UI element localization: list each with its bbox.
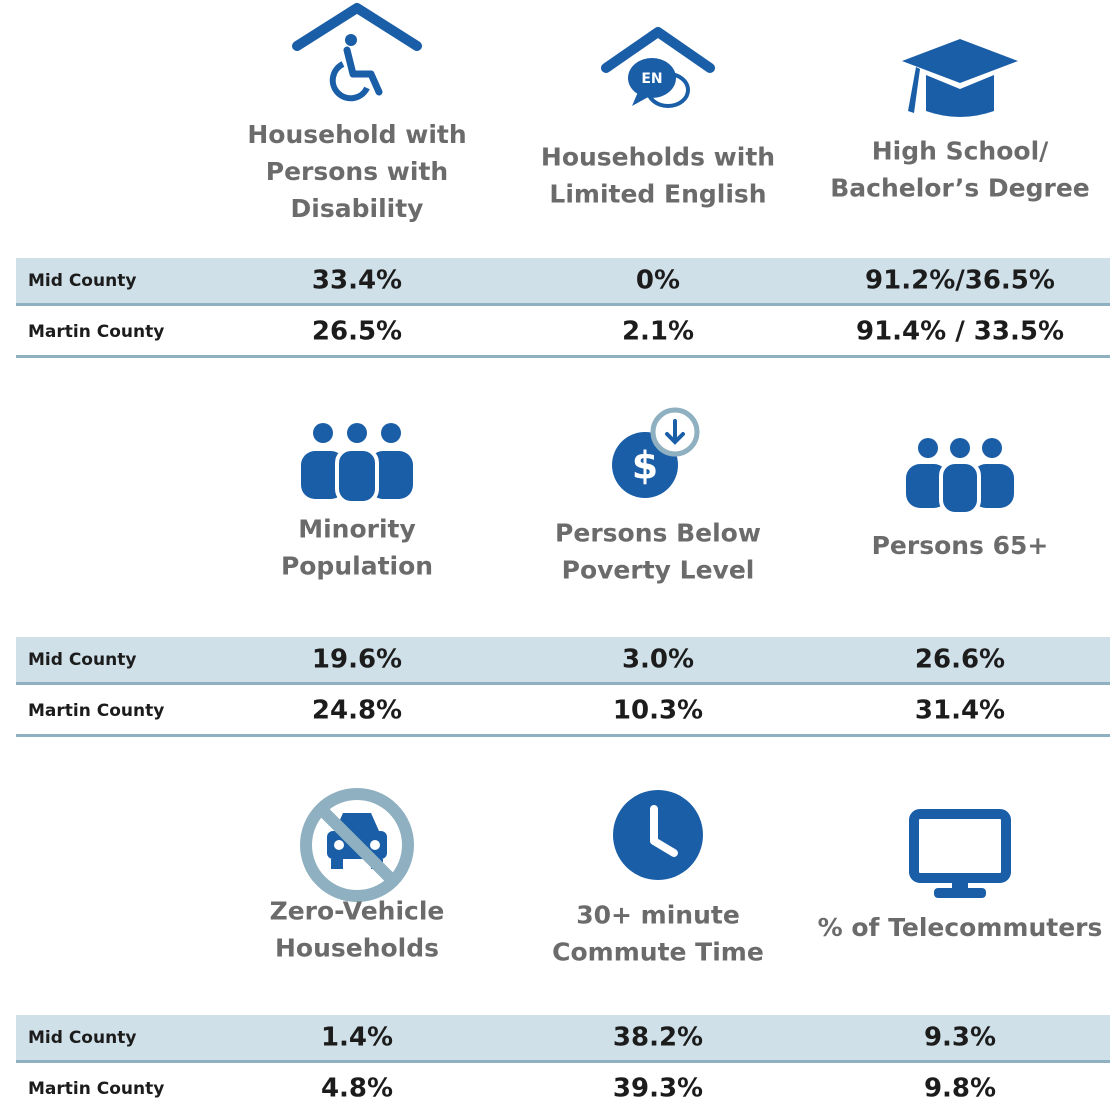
item-label: 30+ minute (576, 901, 740, 930)
cell-value: 26.5% (312, 317, 402, 347)
disability-house-icon (292, 3, 422, 102)
row-band (16, 637, 1110, 682)
cell-value: 26.6% (915, 645, 1005, 675)
item-label: Households with (541, 143, 775, 172)
item-label: Persons with (266, 157, 448, 186)
item-label: Disability (291, 194, 424, 223)
cell-value: 38.2% (613, 1023, 703, 1053)
cell-value: 4.8% (321, 1074, 393, 1104)
row-rule (16, 734, 1110, 737)
svg-text:EN: EN (641, 71, 662, 87)
item-label: Limited English (549, 180, 766, 209)
item-label: Population (281, 552, 433, 581)
row-rule (16, 1060, 1110, 1063)
item-label: Households (275, 934, 439, 963)
row-name: Mid County (28, 1028, 136, 1048)
cell-value: 3.0% (622, 645, 694, 675)
minority-icon (301, 423, 413, 505)
cell-value: 19.6% (312, 645, 402, 675)
row-rule (16, 682, 1110, 685)
no-vehicle-icon (300, 788, 414, 902)
row-name: Martin County (28, 322, 164, 342)
english-house-icon: EN (601, 27, 715, 108)
cell-value: 31.4% (915, 696, 1005, 726)
cell-value: 1.4% (321, 1023, 393, 1053)
item-label: High School/ (872, 137, 1049, 166)
cell-value: 33.4% (312, 266, 402, 296)
cell-value: 0% (636, 266, 680, 296)
cell-value: 9.3% (924, 1023, 996, 1053)
poverty-icon: $ (612, 407, 700, 498)
graduation-icon (902, 39, 1018, 117)
clock-icon (613, 790, 703, 880)
item-label: % of Telecommuters (818, 913, 1103, 942)
row-name: Martin County (28, 1079, 164, 1099)
item-label: Poverty Level (562, 556, 755, 585)
cell-value: 2.1% (622, 317, 694, 347)
cell-value: 39.3% (613, 1074, 703, 1104)
cell-value: 9.8% (924, 1074, 996, 1104)
monitor-icon (909, 809, 1011, 898)
row-band (16, 1015, 1110, 1060)
cell-value: 91.2%/36.5% (865, 266, 1055, 296)
item-label: Persons Below (555, 519, 761, 548)
row-band (16, 258, 1110, 303)
item-label: Zero-Vehicle (270, 897, 445, 926)
item-label: Bachelor’s Degree (830, 174, 1090, 203)
row-rule (16, 355, 1110, 358)
row-name: Mid County (28, 650, 136, 670)
row-name: Martin County (28, 701, 164, 721)
item-label: Minority (298, 515, 416, 544)
cell-value: 24.8% (312, 696, 402, 726)
row-name: Mid County (28, 271, 136, 291)
cell-value: 10.3% (613, 696, 703, 726)
row-rule (16, 303, 1110, 306)
item-label: Persons 65+ (872, 531, 1049, 560)
item-label: Commute Time (552, 938, 764, 967)
item-label: Household with (247, 120, 466, 149)
cell-value: 91.4% / 33.5% (856, 317, 1064, 347)
svg-text:$: $ (632, 444, 658, 488)
seniors-icon (906, 438, 1014, 516)
